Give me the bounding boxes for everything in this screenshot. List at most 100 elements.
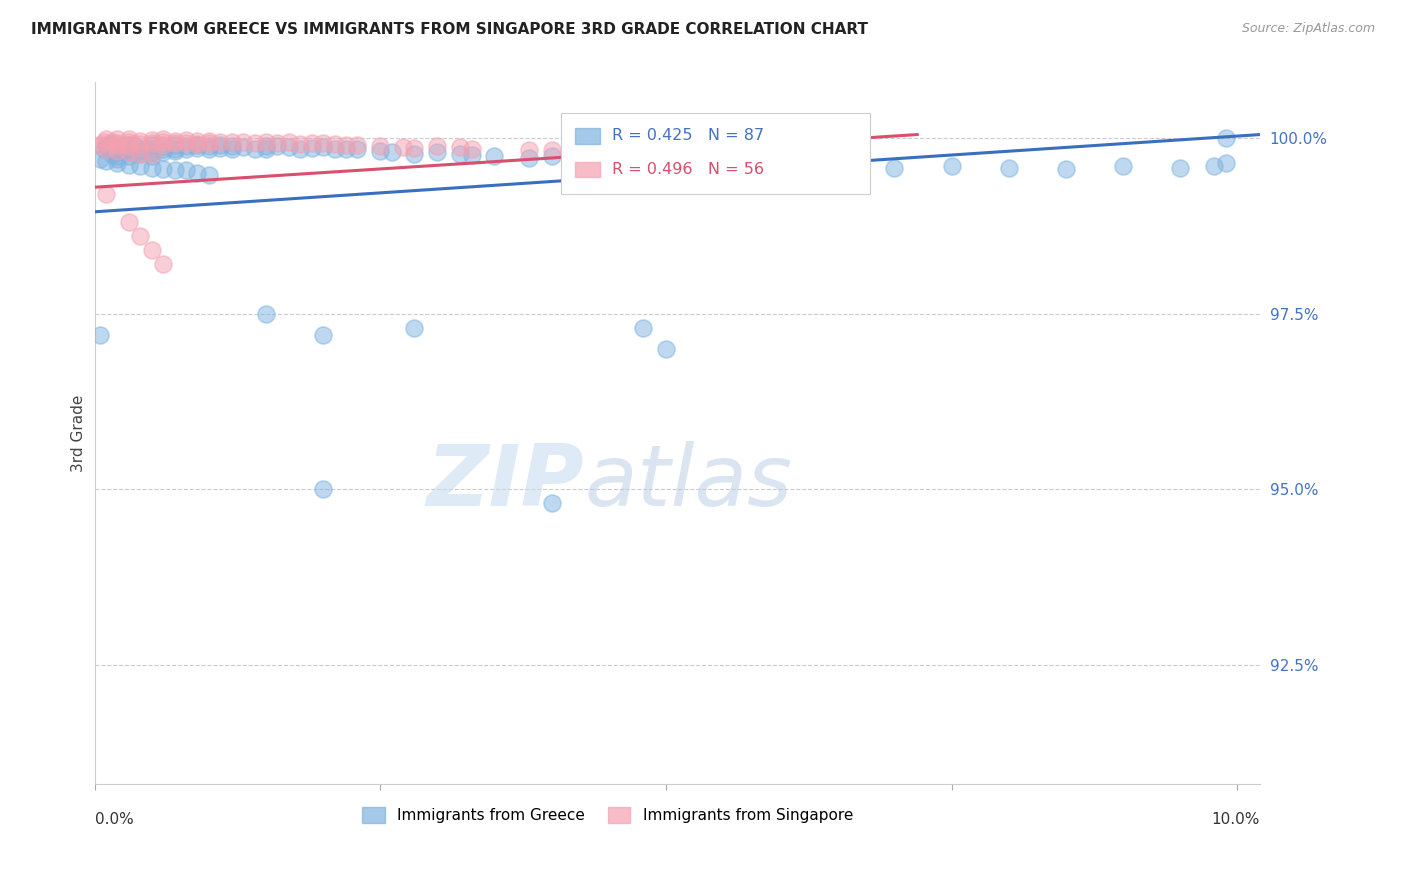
Point — [186, 138, 208, 153]
Point — [152, 145, 174, 160]
Point — [346, 142, 368, 156]
Point — [655, 342, 678, 356]
Point — [655, 153, 678, 168]
Point — [312, 136, 335, 150]
Point — [141, 142, 163, 156]
Point — [769, 157, 792, 171]
Text: 0.0%: 0.0% — [94, 812, 134, 827]
Point — [174, 163, 197, 178]
Point — [368, 144, 391, 158]
Point — [186, 166, 208, 180]
Point — [232, 140, 254, 154]
Point — [100, 146, 122, 161]
Point — [141, 133, 163, 147]
Point — [118, 142, 141, 156]
Point — [825, 159, 848, 173]
Point — [174, 136, 197, 150]
Point — [540, 149, 562, 163]
Text: R = 0.496   N = 56: R = 0.496 N = 56 — [612, 162, 763, 178]
Point — [141, 136, 163, 150]
Point — [97, 139, 120, 153]
Point — [141, 138, 163, 153]
Point — [129, 159, 152, 173]
Point — [1215, 155, 1237, 169]
Point — [94, 153, 117, 168]
Point — [254, 307, 277, 321]
Legend: Immigrants from Greece, Immigrants from Singapore: Immigrants from Greece, Immigrants from … — [356, 801, 859, 829]
Point — [129, 229, 152, 244]
Point — [163, 136, 186, 150]
Point — [129, 144, 152, 158]
Point — [301, 136, 323, 150]
Point — [221, 139, 243, 153]
Point — [277, 140, 299, 154]
Point — [404, 146, 426, 161]
Point — [631, 320, 654, 334]
Point — [323, 142, 346, 156]
Point — [540, 143, 562, 157]
Point — [129, 146, 152, 161]
Point — [301, 141, 323, 155]
Point — [198, 142, 221, 156]
Point — [517, 151, 540, 165]
Point — [118, 138, 141, 153]
Point — [152, 139, 174, 153]
Point — [598, 152, 620, 166]
Point — [129, 146, 152, 161]
Point — [678, 147, 700, 161]
Point — [517, 143, 540, 157]
Point — [118, 158, 141, 172]
Point — [163, 162, 186, 177]
Point — [221, 142, 243, 156]
Point — [100, 136, 122, 151]
Point — [152, 161, 174, 176]
Point — [163, 144, 186, 158]
Point — [93, 135, 115, 149]
Point — [198, 168, 221, 182]
FancyBboxPatch shape — [561, 113, 869, 194]
Point — [1204, 159, 1226, 173]
Point — [107, 155, 129, 169]
Point — [141, 244, 163, 258]
Point — [769, 149, 792, 163]
Point — [209, 141, 232, 155]
Point — [711, 155, 734, 169]
Point — [152, 138, 174, 153]
Point — [89, 327, 111, 342]
Point — [107, 144, 129, 158]
Point — [312, 482, 335, 496]
Point — [586, 145, 609, 159]
Point — [107, 138, 129, 153]
Point — [426, 145, 449, 160]
Point — [163, 138, 186, 153]
Point — [825, 151, 848, 165]
Point — [163, 142, 186, 156]
Point — [449, 140, 471, 154]
Point — [335, 138, 357, 153]
Point — [254, 139, 277, 153]
Point — [152, 257, 174, 271]
Point — [118, 138, 141, 153]
Point — [540, 496, 562, 510]
Text: 10.0%: 10.0% — [1212, 812, 1260, 827]
Text: ZIP: ZIP — [426, 441, 583, 524]
Point — [94, 138, 117, 153]
Point — [118, 215, 141, 229]
Point — [107, 152, 129, 166]
Point — [392, 140, 415, 154]
Point — [209, 138, 232, 153]
Point — [1215, 131, 1237, 145]
Point — [118, 148, 141, 162]
Point — [186, 134, 208, 148]
Point — [186, 136, 208, 151]
Point — [460, 142, 482, 156]
Point — [266, 136, 288, 150]
Point — [112, 144, 135, 158]
Point — [449, 146, 471, 161]
Point — [564, 150, 586, 164]
Text: Source: ZipAtlas.com: Source: ZipAtlas.com — [1241, 22, 1375, 36]
Point — [118, 136, 141, 150]
Point — [243, 136, 266, 150]
Point — [232, 135, 254, 149]
Point — [404, 320, 426, 334]
